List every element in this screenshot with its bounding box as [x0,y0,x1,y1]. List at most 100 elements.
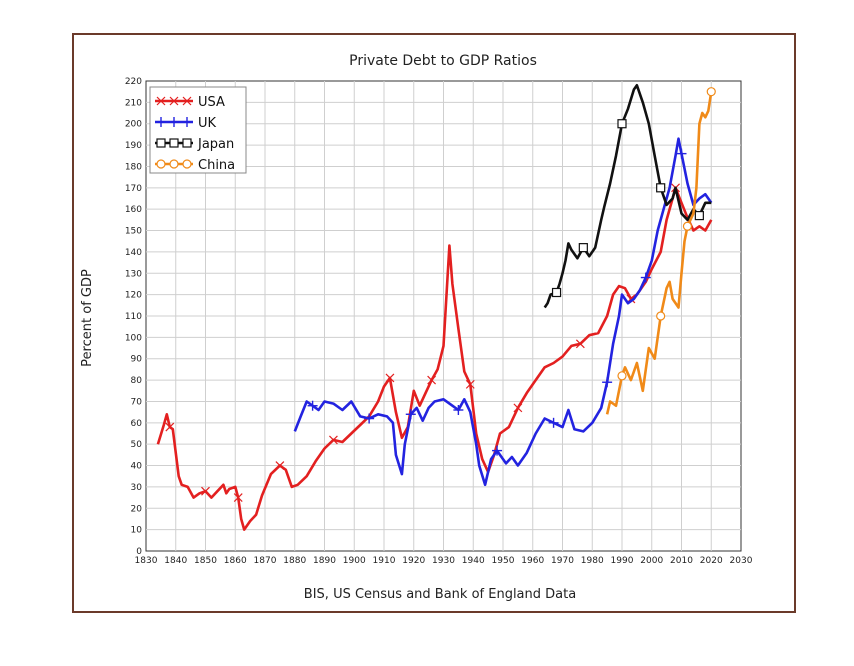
legend-marker [182,117,192,127]
uk-point [307,400,318,411]
y-tick-label: 130 [125,269,142,279]
legend-item-usa: USA [155,95,225,110]
x-axis-label: BIS, US Census and Bank of England Data [304,587,576,602]
usa-point [201,486,210,496]
usa-point [465,379,475,389]
x-tick-label: 1980 [581,556,604,566]
uk-point [453,405,464,415]
x-tick-label: 1830 [135,556,158,566]
y-tick-label: 220 [125,77,142,87]
y-axis-label: Percent of GDP [80,269,95,367]
legend-marker [182,96,192,106]
uk-point [405,409,416,420]
y-tick-label: 20 [131,504,143,514]
legend-item-china: China [155,158,235,173]
usa-point [575,339,585,349]
china-point [656,311,666,321]
china-line [605,91,713,415]
uk-point [602,377,613,388]
series-lines [156,84,716,531]
legend-marker [169,138,179,148]
y-tick-label: 80 [131,376,143,386]
legend-item-uk: UK [155,116,217,131]
japan-point [656,183,666,193]
chart-title: Private Debt to GDP Ratios [349,53,537,69]
y-tick-label: 110 [125,312,142,322]
legend-label: Japan [197,137,234,152]
y-tick-label: 0 [136,547,142,557]
japan-point [617,119,627,129]
x-tick-label: 1970 [551,556,574,566]
grid [146,81,741,551]
x-tick-label: 1900 [343,556,366,566]
x-tick-label: 2000 [640,556,663,566]
usa-point [233,493,243,503]
y-tick-label: 120 [125,291,142,301]
china-point [682,221,693,231]
y-tick-label: 10 [131,526,143,536]
series-uk [293,137,713,487]
x-tick-label: 1960 [521,556,544,566]
uk-point [492,445,503,456]
y-tick-label: 200 [125,120,142,130]
x-tick-label: 1860 [224,556,247,566]
y-tick-label: 70 [131,397,143,407]
legend-marker [156,96,166,106]
y-tick-label: 180 [125,162,142,172]
japan-point [694,210,704,221]
legend-item-japan: Japan [155,137,234,152]
usa-point [275,461,285,470]
legend-label: USA [198,95,225,110]
x-tick-label: 1850 [194,556,217,566]
uk-line [293,137,713,487]
y-tick-label: 40 [131,462,143,472]
y-tick-label: 60 [131,419,143,429]
uk-point [364,413,375,424]
x-tick-label: 1930 [432,556,455,566]
x-tick-label: 1910 [373,556,396,566]
legend: USA UK Japan China [149,86,247,174]
legend-marker [169,117,179,127]
y-tick-label: 150 [125,227,142,237]
y-tick-label: 100 [125,333,142,343]
x-tick-label: 2030 [730,556,753,566]
uk-point [640,272,651,283]
uk-point [676,148,687,159]
x-tick-label: 2020 [700,556,723,566]
y-tick-label: 170 [125,184,142,194]
y-tick-label: 210 [125,98,142,108]
series-japan [543,84,712,309]
usa-point [427,375,437,385]
x-tick-label: 1940 [462,556,485,566]
usa-point [513,403,523,413]
usa-point [165,422,175,432]
japan-point [551,287,562,298]
chart-svg: 1830 1840 1850 1860 1870 1880 1890 1900 1910 1920… [80,53,753,602]
y-tick-label: 30 [131,483,143,493]
legend-marker [182,159,192,169]
y-tick-label: 190 [125,141,142,151]
legend-marker [156,159,166,169]
x-tick-label: 2010 [670,556,693,566]
legend-marker [156,117,166,127]
x-tick-label: 1870 [254,556,277,566]
series-china [605,87,716,415]
x-tick-label: 1840 [164,556,187,566]
china-point [617,371,627,381]
japan-point [578,243,588,253]
uk-point [548,417,559,428]
legend-marker [182,138,192,148]
y-tick-label: 90 [131,355,143,365]
legend-marker [169,159,179,169]
usa-point [329,435,338,445]
tick-labels: 1830 1840 1850 1860 1870 1880 1890 1900 1910 1920… [125,77,753,566]
legend-marker [169,96,179,106]
chart-frame: 1830 1840 1850 1860 1870 1880 1890 1900 1910 1920… [72,33,796,613]
legend-marker [156,138,166,148]
y-tick-label: 140 [125,248,142,258]
y-tick-label: 160 [125,205,142,215]
x-tick-label: 1920 [402,556,425,566]
x-tick-label: 1990 [611,556,634,566]
x-tick-label: 1880 [283,556,306,566]
y-tick-label: 50 [131,440,143,450]
